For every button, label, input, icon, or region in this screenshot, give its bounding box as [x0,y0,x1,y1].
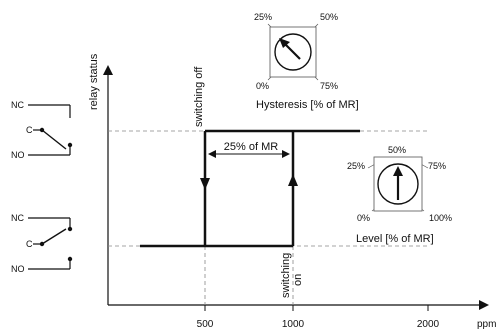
switching-off-label: switching off [193,66,205,127]
level-label-75: 75% [428,161,446,171]
level-dial-title: Level [% of MR] [356,233,434,245]
level-label-0: 0% [357,213,370,223]
relay-bottom-nc-label: NC [11,213,24,223]
level-label-25: 25% [347,161,365,171]
relay-symbol-bottom: NC C NO [11,213,73,274]
tick-label-500: 500 [197,319,214,330]
switching-on-label-2: on [292,274,304,286]
relay-bottom-no-label: NO [11,264,25,274]
tick-label-2000: 2000 [417,319,440,330]
level-label-50: 50% [388,145,406,155]
switch-off-arrow [200,178,210,190]
relay-symbol-top: NC C NO [11,100,73,160]
hysteresis-label-50: 50% [320,12,338,22]
level-dial: 25% 50% 75% 0% 100% Level [% of MR] [347,145,452,245]
relay-bottom-c-label: C [26,239,33,249]
relay-top-nc-label: NC [11,100,24,110]
relay-top-no-label: NO [11,150,25,160]
tick-label-1000: 1000 [282,319,305,330]
hysteresis-dial: 25% 50% 0% 75% Hysteresis [% of MR] [254,12,359,111]
hysteresis-width-label: 25% of MR [224,141,278,153]
hysteresis-dial-title: Hysteresis [% of MR] [256,99,359,111]
hysteresis-label-25: 25% [254,12,272,22]
level-label-100: 100% [429,213,452,223]
width-arrow-right-head [282,150,290,158]
switch-on-arrow [288,174,298,186]
switching-on-label-1: switching [280,253,292,298]
hysteresis-pointer-head [279,38,290,48]
hysteresis-label-0: 0% [256,81,269,91]
level-pointer-head [393,166,403,176]
relay-top-c-label: C [26,125,33,135]
hysteresis-label-75: 75% [320,81,338,91]
x-unit-label: ppm [477,319,496,330]
y-axis-label: relay status [88,53,100,110]
width-arrow-left-head [208,150,216,158]
hysteresis-pointer [283,42,301,60]
